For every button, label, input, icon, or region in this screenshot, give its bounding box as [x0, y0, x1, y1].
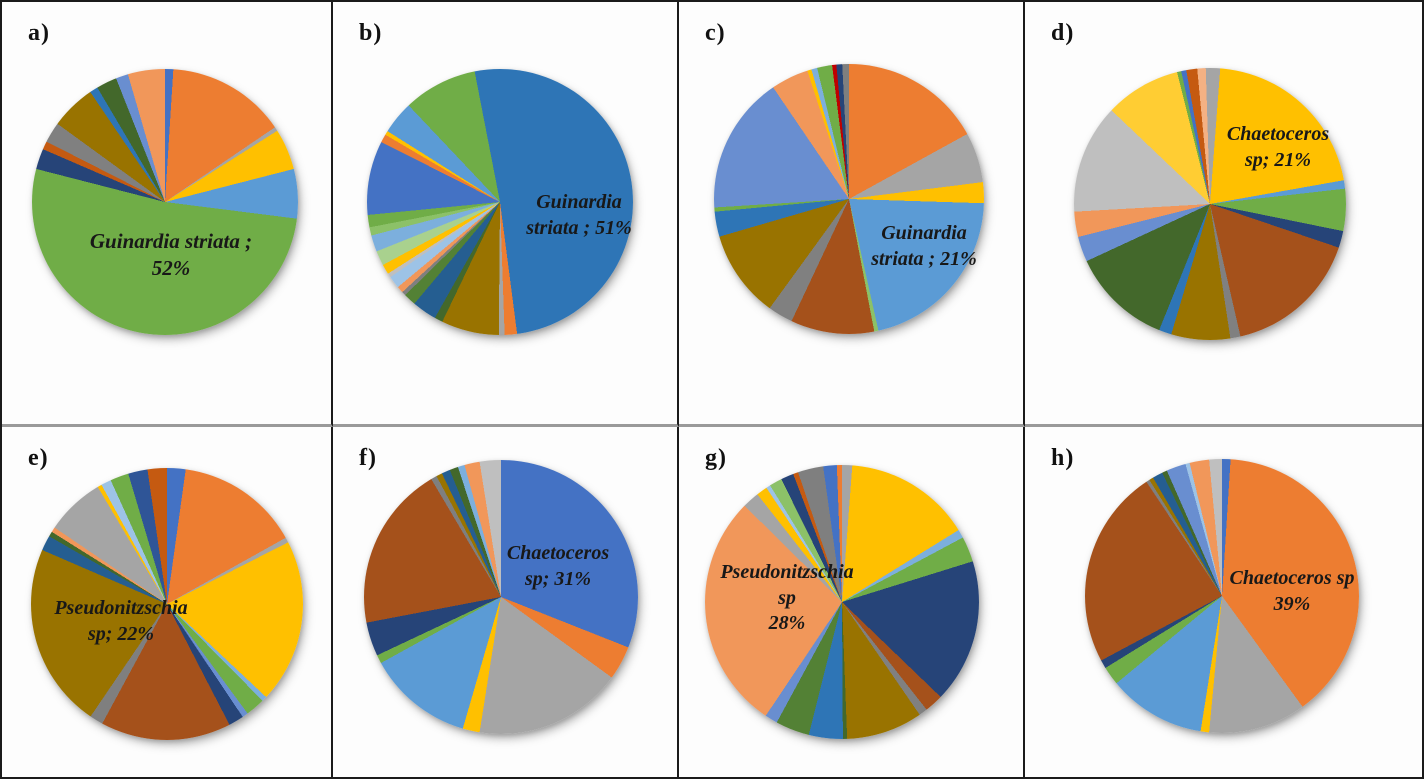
panel-h: h) Chaetoceros sp 39% — [1025, 427, 1422, 777]
pie-chart-h — [1085, 459, 1359, 733]
pie-b-dominant-label: Guinardia striata ; 51% — [526, 191, 632, 239]
pie-chart-c — [714, 64, 984, 334]
pie-g-dominant-label: Pseudonitzschia sp 28% — [720, 561, 854, 635]
pie-chart-e — [31, 468, 303, 740]
pie-chart-g — [705, 465, 979, 739]
panel-e-letter: e) — [28, 445, 49, 471]
pie-chart-d — [1074, 68, 1346, 340]
panel-h-letter: h) — [1051, 445, 1075, 471]
panel-d-letter: d) — [1051, 20, 1075, 46]
panel-f-letter: f) — [359, 445, 377, 471]
panel-g-letter: g) — [705, 445, 727, 471]
pie-d-dominant-label: Chaetoceros sp; 21% — [1226, 123, 1330, 171]
pie-chart-a — [32, 69, 298, 335]
pie-c-dominant-label: Guinardia striata ; 21% — [871, 222, 977, 270]
panel-b-letter: b) — [359, 20, 383, 46]
panel-f: f) Chaetoceros sp; 31% — [333, 427, 679, 777]
panel-a: a) Guinardia striata ; 52% — [2, 2, 333, 427]
pie-a-dominant-label: Guinardia striata ; 52% — [89, 229, 253, 280]
panel-c-letter: c) — [705, 20, 726, 46]
panel-g: g) Pseudonitzschia sp 28% — [679, 427, 1025, 777]
panel-a-letter: a) — [28, 20, 50, 46]
pie-chart-b — [367, 69, 633, 335]
panel-e: e) Pseudonitzschia sp; 22% — [2, 427, 333, 777]
panel-c: c) Guinardia striata ; 21% — [679, 2, 1025, 427]
pie-chart-f — [364, 460, 638, 734]
pie-e-dominant-label: Pseudonitzschia sp; 22% — [54, 597, 188, 645]
pie-h-dominant-label: Chaetoceros sp 39% — [1229, 567, 1355, 615]
panel-b: b) Guinardia striata ; 51% — [333, 2, 679, 427]
pie-f-dominant-label: Chaetoceros sp; 31% — [506, 542, 610, 590]
panel-d: d) Chaetoceros sp; 21% — [1025, 2, 1422, 427]
